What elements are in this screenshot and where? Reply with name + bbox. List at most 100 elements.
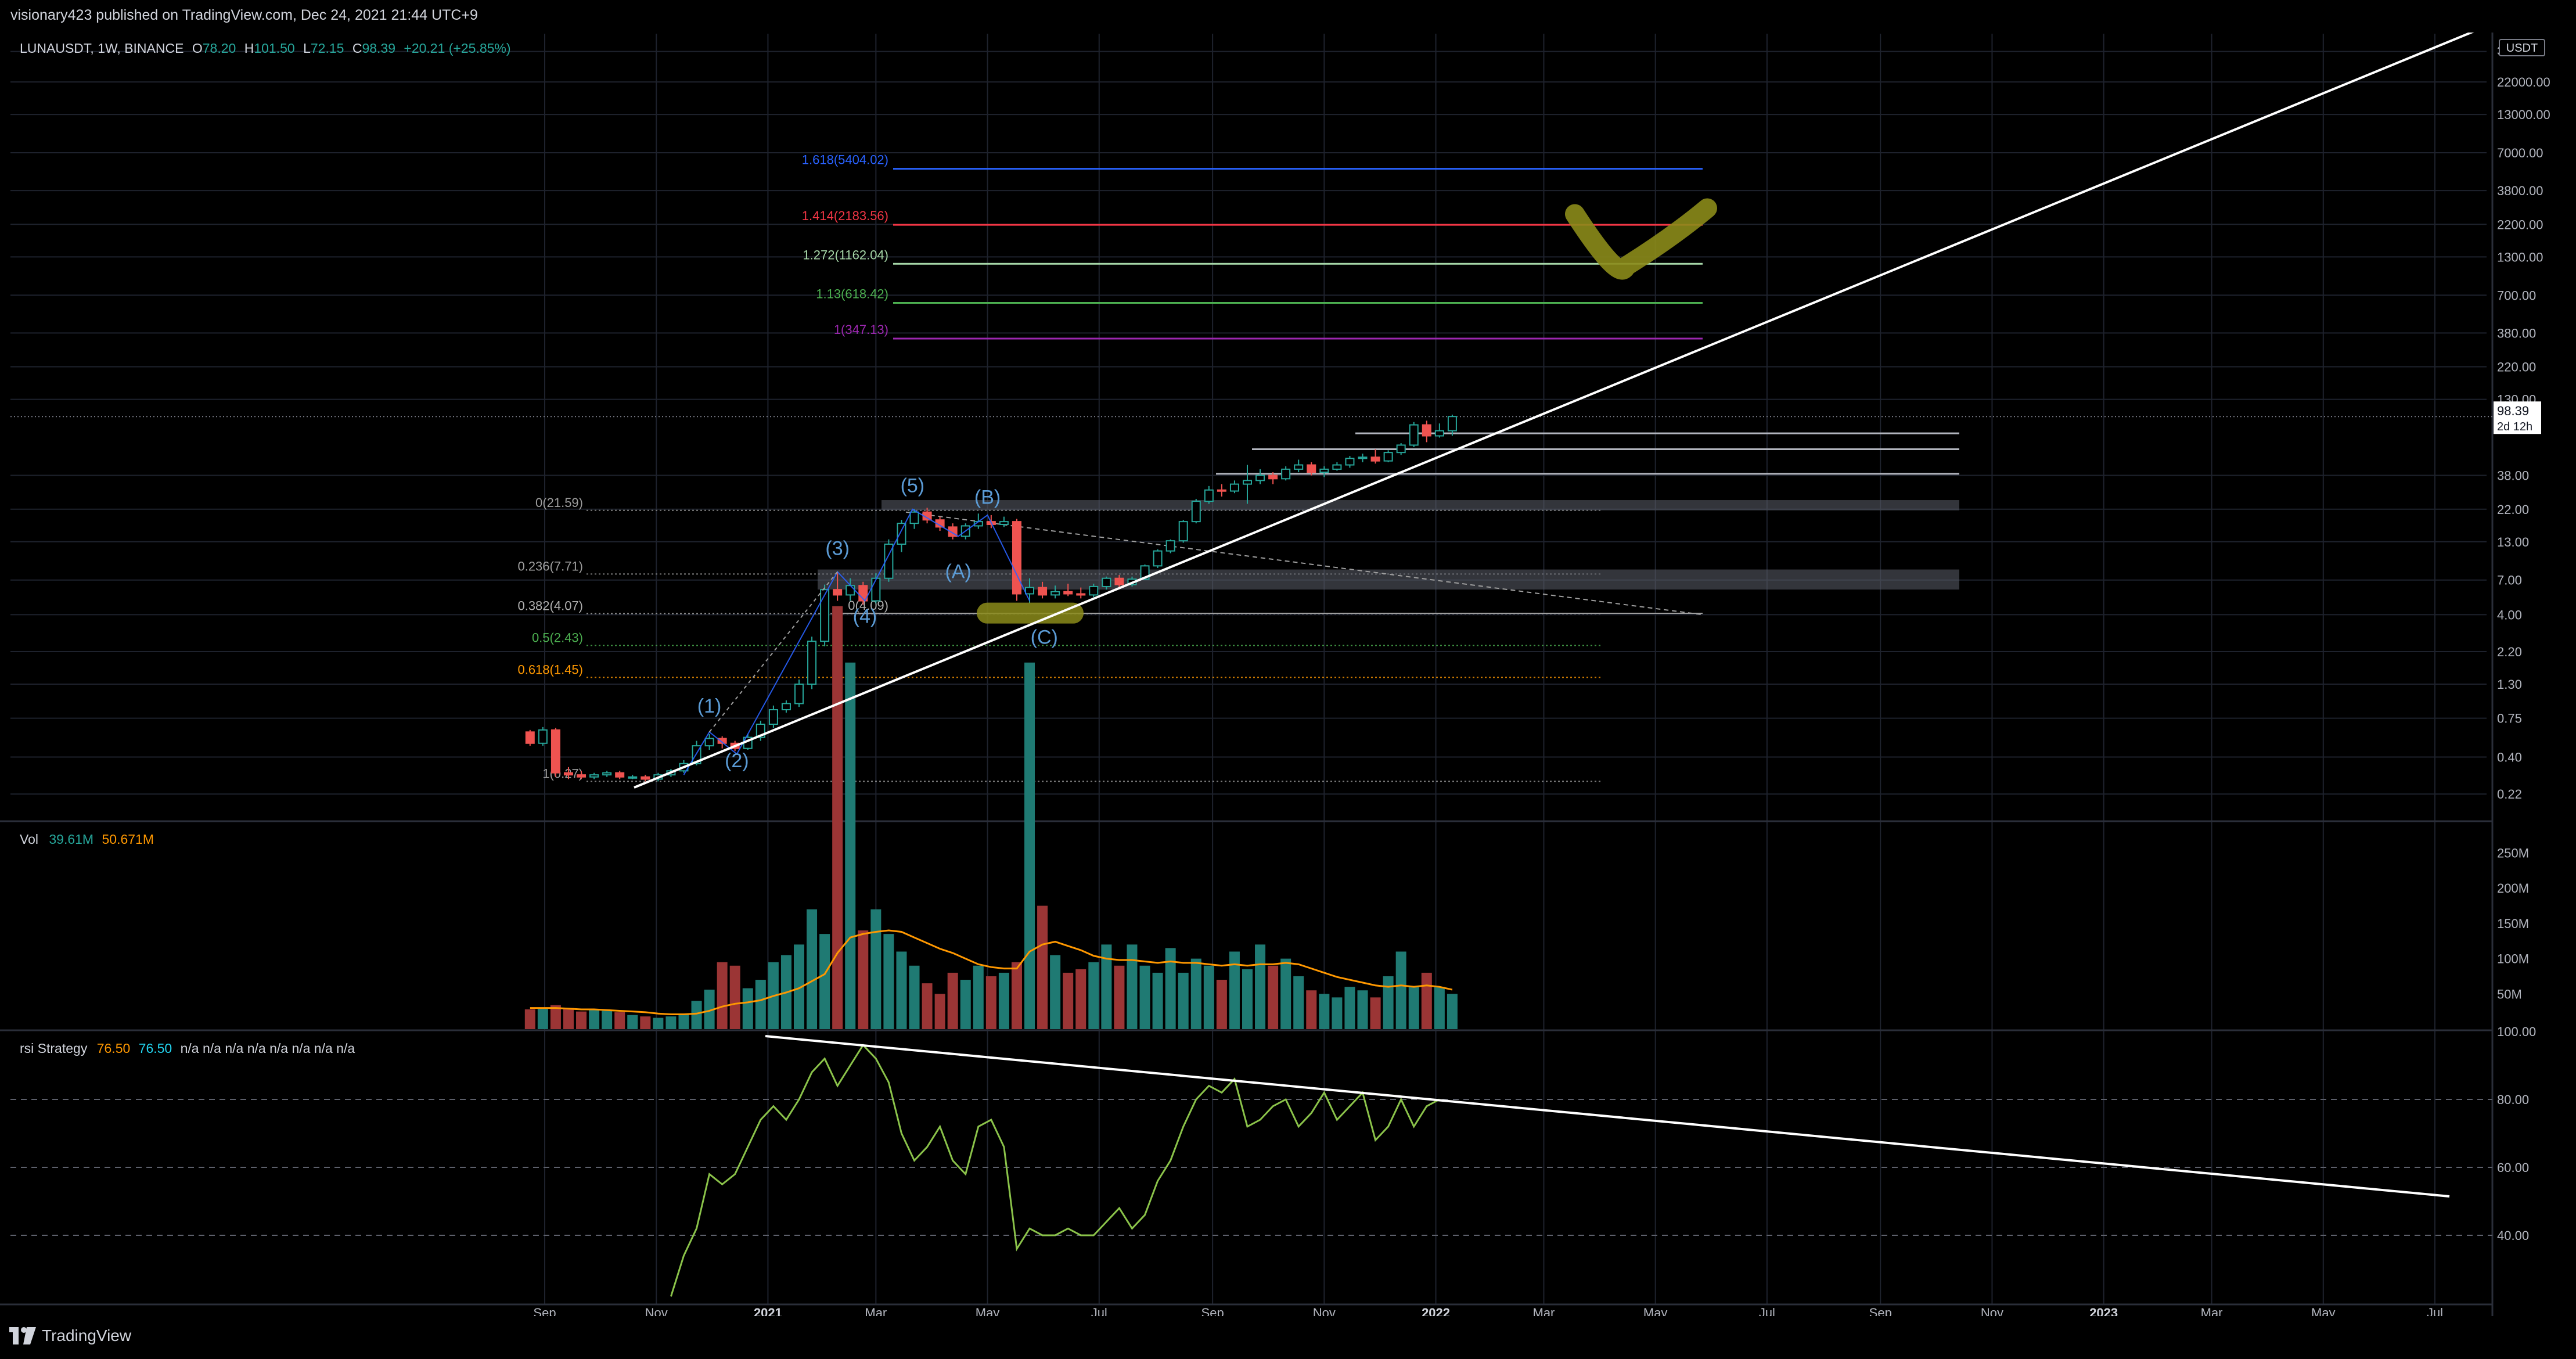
target-highlight-curve: [1565, 198, 1717, 280]
time-axis-label: May: [976, 1306, 1000, 1316]
header-bar: visionary423 published on TradingView.co…: [0, 0, 2576, 33]
time-axis-label: Sep: [1869, 1306, 1892, 1316]
fib-retracement-label: 0.236(7.71): [517, 559, 583, 573]
volume-bar: [537, 1008, 548, 1029]
candle-down: [833, 589, 843, 596]
volume-bar: [717, 962, 728, 1029]
volume-bar: [883, 934, 894, 1029]
price-axis-label: 0.22: [2497, 787, 2522, 801]
candle-up: [871, 577, 881, 602]
level-label: 0(4.09): [848, 598, 888, 613]
price-axis-label: 22000.00: [2497, 75, 2550, 89]
candle-up: [1294, 464, 1304, 470]
volume-bar: [627, 1015, 638, 1029]
volume-ma-value: 50.671M: [102, 832, 154, 847]
volume-bar: [1037, 905, 1048, 1029]
main-trendline: [634, 33, 2474, 789]
volume-bar: [1255, 944, 1266, 1029]
volume-bar: [1139, 965, 1150, 1029]
volume-bar: [998, 972, 1009, 1029]
wave-label: (C): [1031, 626, 1058, 648]
volume-bar: [1383, 976, 1394, 1029]
volume-label[interactable]: Vol: [20, 832, 38, 847]
candle-up: [781, 703, 791, 711]
wave-label: (1): [697, 695, 722, 717]
candle-up: [1447, 416, 1457, 432]
volume-bar: [602, 1011, 613, 1029]
volume-bar: [550, 1005, 561, 1029]
candle-up: [1050, 591, 1060, 596]
price-axis-label: 1300.00: [2497, 250, 2543, 264]
volume-bar: [1190, 958, 1201, 1029]
price-axis-label: 380.00: [2497, 326, 2536, 340]
candle-up: [1242, 480, 1252, 485]
candles-layer: [525, 414, 1457, 782]
candle-down: [1307, 464, 1316, 473]
candle-down: [717, 738, 727, 744]
volume-bar: [1203, 965, 1214, 1029]
price-tag-value: 98.39: [2497, 404, 2529, 418]
candle-up: [1281, 468, 1291, 480]
time-axis-label: Mar: [2201, 1306, 2223, 1316]
price-axis-label: 4.00: [2497, 607, 2522, 622]
volume-bar: [909, 965, 920, 1029]
fib-extension-label: 1.414(2183.56): [802, 208, 888, 223]
volume-bar: [1332, 997, 1343, 1029]
wave-label: (B): [974, 486, 1001, 508]
time-axis-label: 2023: [2089, 1306, 2118, 1316]
candle-up: [1165, 540, 1175, 552]
symbol-name[interactable]: LUNAUSDT, 1W, BINANCE: [20, 41, 184, 56]
volume-axis-label: 50M: [2497, 987, 2522, 1001]
volume-bar: [563, 1008, 574, 1029]
rsi-line: [670, 1043, 1440, 1297]
volume-bar: [960, 980, 971, 1029]
volume-bar: [678, 1013, 689, 1029]
volume-bar: [1075, 969, 1086, 1029]
rsi-label[interactable]: rsi Strategy: [20, 1041, 88, 1056]
axes-layer: 36000.0022000.0013000.007000.003800.0022…: [533, 39, 2550, 1316]
time-axis-label: Jul: [1091, 1306, 1107, 1316]
candle-down: [615, 772, 625, 778]
rsi-axis-label: 40.00: [2497, 1228, 2529, 1243]
candle-up: [820, 589, 830, 642]
candle-up: [768, 709, 778, 725]
time-axis-label: May: [1643, 1306, 1668, 1316]
volume-bar: [973, 965, 984, 1029]
low-label: L: [303, 41, 311, 56]
volume-bar: [858, 930, 869, 1029]
candle-up: [538, 729, 548, 744]
volume-bar: [576, 1011, 587, 1029]
wave-label: (4): [853, 606, 877, 628]
volume-bar: [1088, 962, 1099, 1029]
grid-layer: [0, 33, 2494, 1316]
candle-down: [1370, 456, 1380, 462]
volume-bar: [922, 983, 933, 1029]
candle-down: [1038, 587, 1048, 596]
candle-down: [525, 731, 535, 744]
volume-bar: [1242, 969, 1253, 1029]
volume-bar: [1319, 994, 1330, 1029]
volume-bar: [807, 909, 818, 1029]
volume-bar: [1101, 944, 1112, 1029]
volume-bar: [1293, 976, 1304, 1029]
chart-canvas[interactable]: 1.618(5404.02) 1.414(2183.56) 1.272(1162.0…: [0, 33, 2576, 1316]
volume-bar: [1280, 958, 1291, 1029]
time-axis-label: Mar: [1533, 1306, 1555, 1316]
volume-bar: [614, 1012, 625, 1029]
tradingview-logo[interactable]: TradingView: [9, 1326, 131, 1345]
candle-up: [794, 684, 804, 704]
candle-up: [1102, 577, 1111, 587]
volume-bar: [665, 1016, 677, 1029]
close-label: C: [352, 41, 362, 56]
volume-axis-label: 200M: [2497, 881, 2529, 896]
volume-bar: [1370, 997, 1381, 1029]
candle-up: [1025, 587, 1035, 595]
zone-layer: [10, 416, 2492, 616]
price-axis-label: 13.00: [2497, 535, 2529, 549]
time-axis-label: 2021: [754, 1306, 782, 1316]
volume-bar: [755, 980, 766, 1029]
open-value: 78.20: [202, 41, 236, 56]
fib-retracement-label: 1(0.27): [542, 766, 583, 781]
volume-bar: [870, 909, 882, 1029]
candle-up: [884, 543, 894, 579]
